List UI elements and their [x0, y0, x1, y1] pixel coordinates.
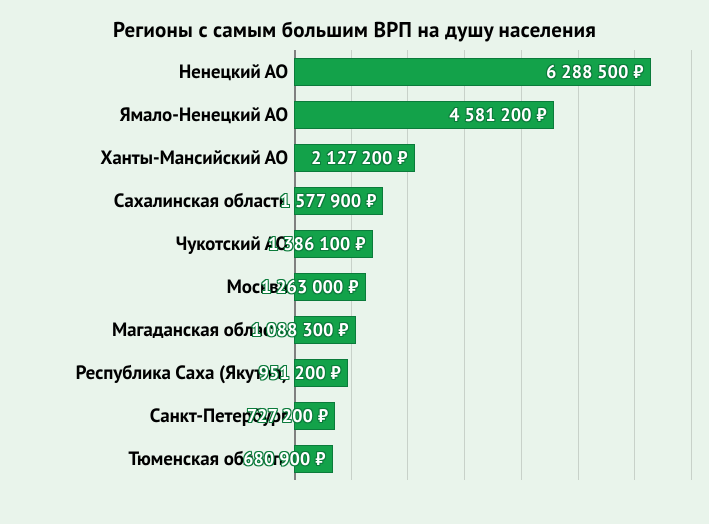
bar: 1 088 300 ₽: [294, 316, 356, 344]
bar-row: Санкт-Петербург727 200 ₽: [18, 394, 691, 437]
bar-cell: 6 288 500 ₽: [294, 50, 691, 93]
bar-row: Магаданская область1 088 300 ₽: [18, 308, 691, 351]
bar-row: Чукотский АО1 386 100 ₽: [18, 222, 691, 265]
category-label: Республика Саха (Якутия): [18, 361, 294, 385]
bar-row: Республика Саха (Якутия)951 200 ₽: [18, 351, 691, 394]
grid-line: [691, 50, 692, 480]
chart-title: Регионы с самым большим ВРП на душу насе…: [38, 18, 671, 42]
bar-cell: 727 200 ₽: [294, 394, 691, 437]
bar-cell: 951 200 ₽: [294, 351, 691, 394]
bar-row: Ненецкий АО 6 288 500 ₽: [18, 50, 691, 93]
bar: 727 200 ₽: [294, 402, 335, 430]
category-label: Чукотский АО: [18, 232, 294, 256]
bar: 951 200 ₽: [294, 359, 348, 387]
bar: 6 288 500 ₽: [294, 58, 651, 86]
bar: 1 263 000 ₽: [294, 273, 366, 301]
chart-plot-area: Ненецкий АО 6 288 500 ₽ Ямало-Ненецкий АО 4…: [18, 50, 691, 492]
bar-row: Ямало-Ненецкий АО 4 581 200 ₽: [18, 93, 691, 136]
bar: 2 127 200 ₽: [294, 144, 415, 172]
bar-value-label: 727 200 ₽: [247, 404, 328, 427]
category-label: Сахалинская область: [18, 189, 294, 213]
category-label: Ханты-Мансийский АО: [18, 146, 294, 170]
bar-value-label: 1 577 900 ₽: [280, 189, 377, 212]
bar-value-label: 951 200 ₽: [259, 361, 341, 384]
category-label: Москва: [18, 275, 294, 299]
category-label: Ямало-Ненецкий АО: [18, 103, 294, 127]
bar-value-label: 1 263 000 ₽: [261, 275, 359, 298]
grp-per-capita-chart: Регионы с самым большим ВРП на душу насе…: [0, 0, 709, 524]
bar-row: Тюменская область680 900 ₽: [18, 437, 691, 480]
bar-value-label: 1 088 300 ₽: [251, 318, 349, 341]
chart-rows: Ненецкий АО 6 288 500 ₽ Ямало-Ненецкий АО 4…: [18, 50, 691, 480]
bar-cell: 2 127 200 ₽: [294, 136, 691, 179]
bar-row: Ханты-Мансийский АО 2 127 200 ₽: [18, 136, 691, 179]
bar-cell: 1 577 900 ₽: [294, 179, 691, 222]
bar-cell: 1 263 000 ₽: [294, 265, 691, 308]
bar: 680 900 ₽: [294, 445, 333, 473]
bar-cell: 1 386 100 ₽: [294, 222, 691, 265]
bar-cell: 1 088 300 ₽: [294, 308, 691, 351]
bar: 4 581 200 ₽: [294, 101, 554, 129]
bar-row: Москва1 263 000 ₽: [18, 265, 691, 308]
category-label: Ненецкий АО: [18, 60, 294, 84]
bar-row: Сахалинская область1 577 900 ₽: [18, 179, 691, 222]
bar-value-label: 2 127 200 ₽: [311, 146, 408, 169]
bar-value-label: 6 288 500 ₽: [546, 60, 644, 83]
bar-value-label: 4 581 200 ₽: [449, 103, 547, 126]
bar-value-label: 1 386 100 ₽: [268, 232, 366, 255]
bar: 1 577 900 ₽: [294, 187, 383, 215]
bar: 1 386 100 ₽: [294, 230, 373, 258]
bar-value-label: 680 900 ₽: [243, 447, 325, 470]
bar-cell: 4 581 200 ₽: [294, 93, 691, 136]
bar-cell: 680 900 ₽: [294, 437, 691, 480]
